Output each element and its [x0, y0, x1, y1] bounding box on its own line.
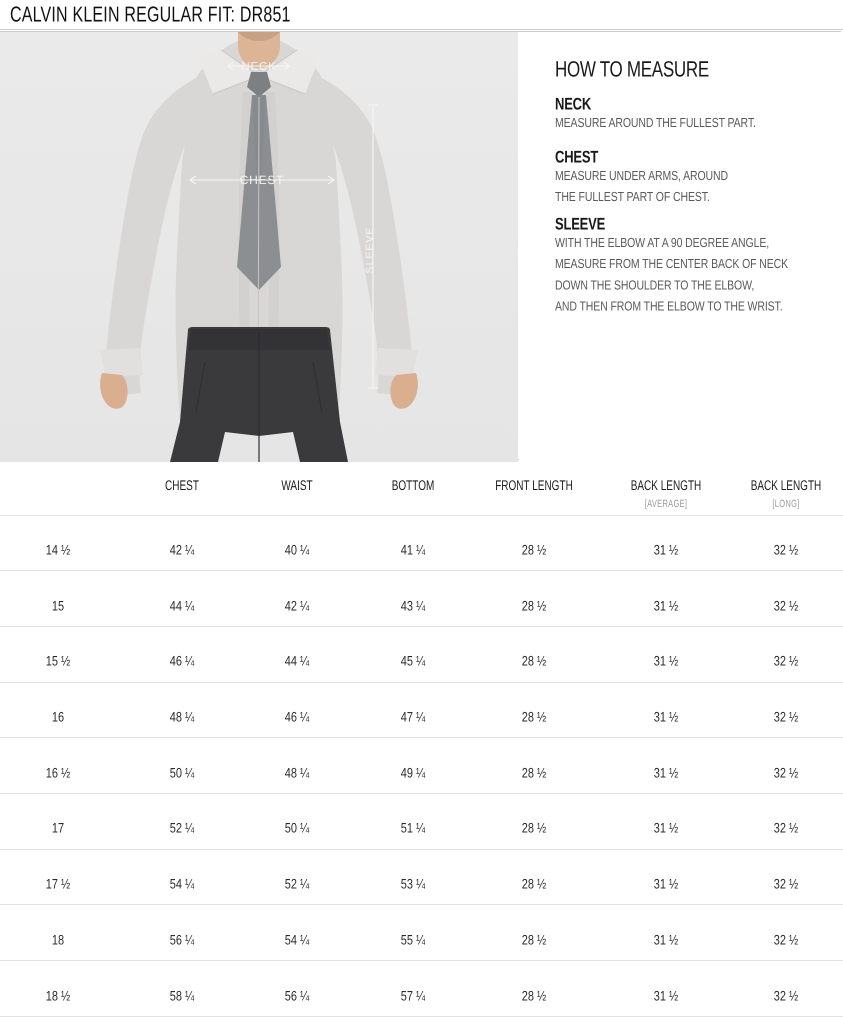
svg-text:CHEST: CHEST [240, 173, 285, 187]
svg-text:SLEEVE: SLEEVE [364, 227, 376, 274]
svg-text:NECK: NECK [241, 61, 276, 73]
